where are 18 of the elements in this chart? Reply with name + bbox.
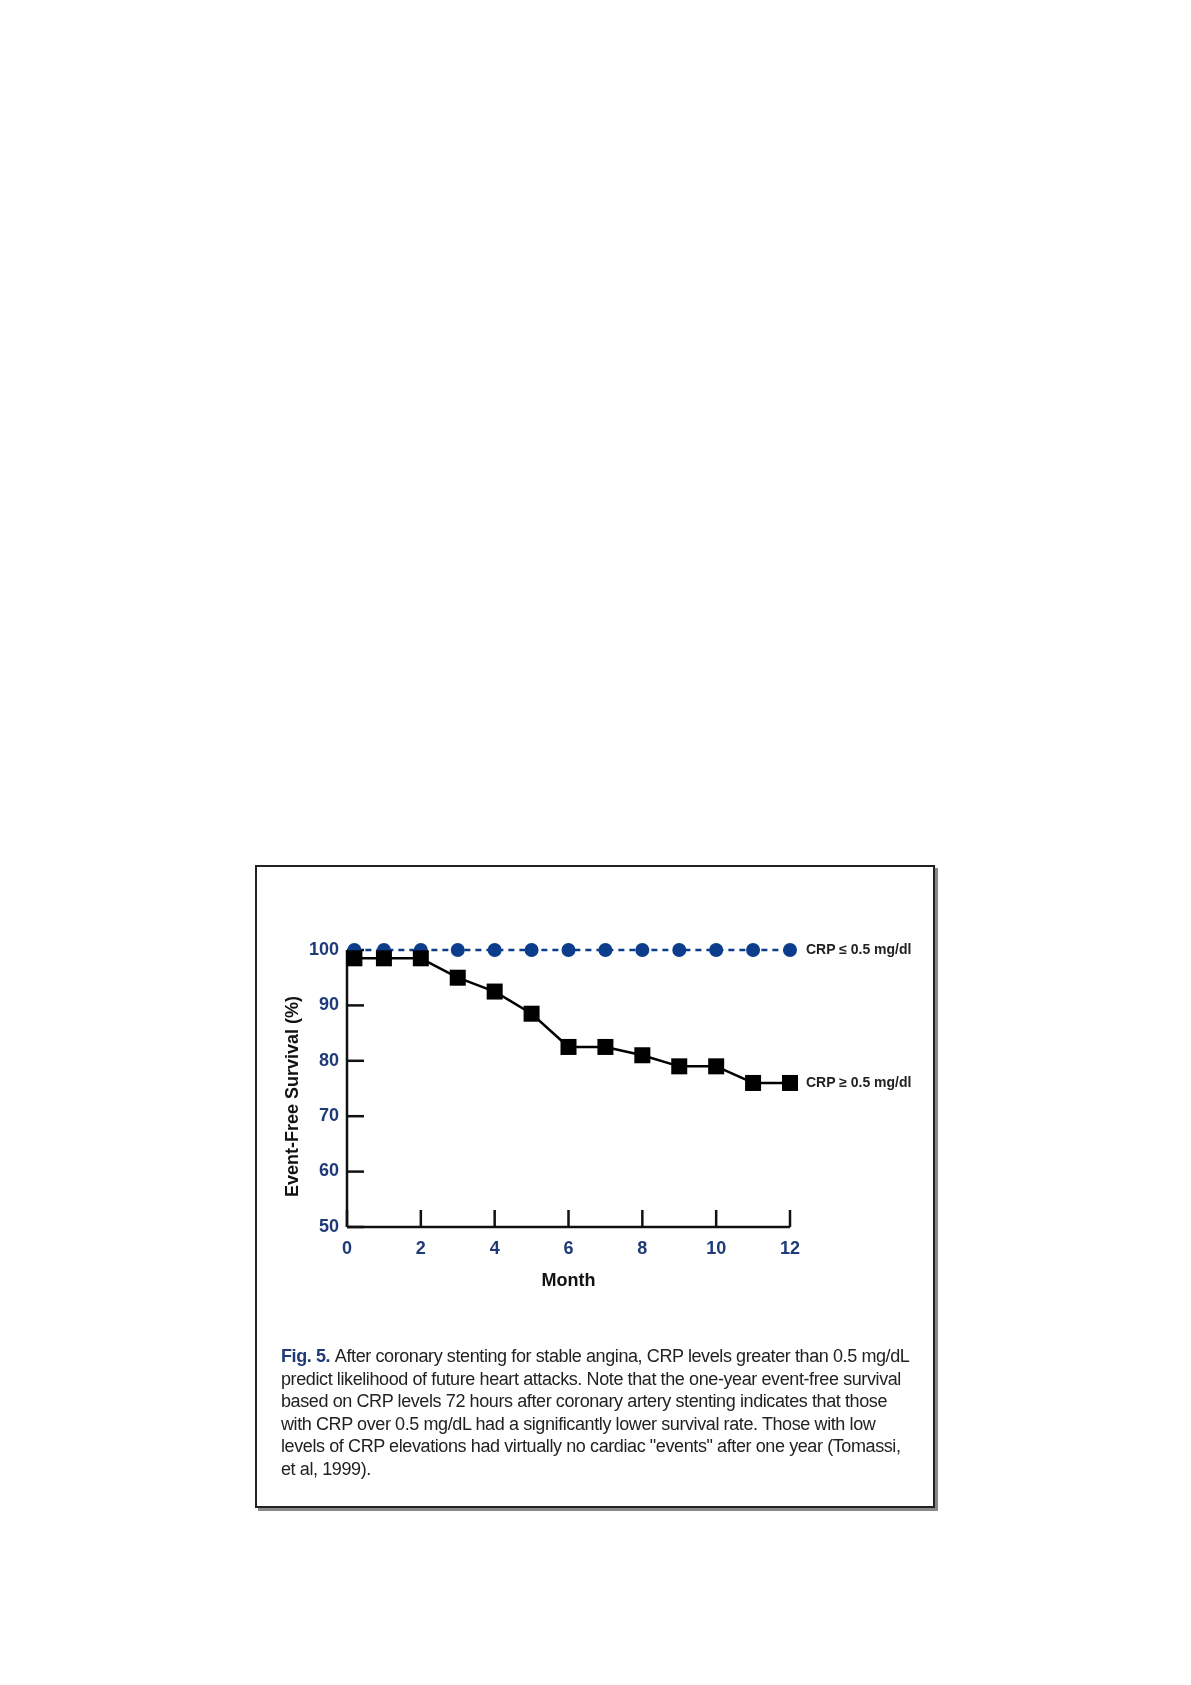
y-tick-label: 60 — [318, 1160, 339, 1181]
series-label: CRP ≥ 0.5 mg/dl — [806, 1073, 912, 1090]
x-tick-label: 0 — [341, 1237, 353, 1258]
x-tick-label: 6 — [563, 1237, 574, 1258]
y-tick-label: 100 — [308, 938, 339, 959]
x-tick-label: 8 — [637, 1237, 648, 1258]
y-tick-label: 80 — [318, 1049, 339, 1070]
x-axis-title: Month — [541, 1269, 596, 1290]
caption: Fig. 5. — [281, 1346, 332, 1366]
x-tick-label: 10 — [706, 1237, 727, 1258]
y-tick-label: 90 — [318, 994, 339, 1015]
x-tick-label: 2 — [415, 1237, 426, 1258]
series-label: CRP ≤ 0.5 mg/dl — [806, 940, 912, 957]
x-tick-label: 4 — [489, 1237, 500, 1258]
y-axis-title: Event-Free Survival (%) — [281, 995, 302, 1198]
x-tick-label: 12 — [779, 1237, 801, 1258]
y-tick-label: 70 — [318, 1104, 339, 1125]
y-tick-label: 50 — [318, 1215, 339, 1236]
